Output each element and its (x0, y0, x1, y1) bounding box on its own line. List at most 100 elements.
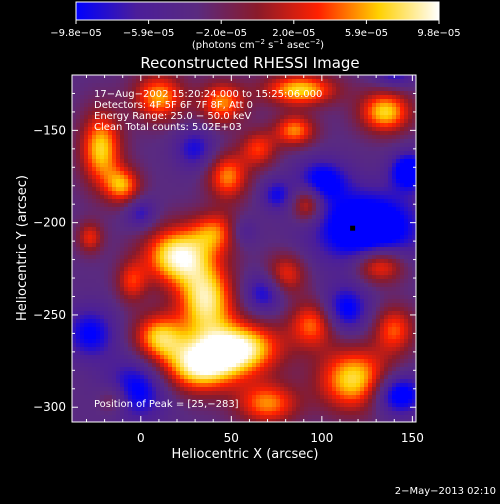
heatmap-cell (188, 227, 193, 232)
heatmap-cell (400, 119, 405, 124)
heatmap-cell (324, 183, 329, 188)
heatmap-cell (336, 279, 341, 284)
heatmap-cell (332, 235, 337, 240)
heatmap-cell (144, 271, 149, 276)
heatmap-cell (188, 215, 193, 220)
heatmap-cell (300, 215, 305, 220)
heatmap-cell (304, 235, 309, 240)
heatmap-cell (268, 271, 273, 276)
heatmap-cell (252, 251, 257, 256)
heatmap-cell (256, 75, 261, 80)
heatmap-cell (236, 263, 241, 268)
heatmap-cell (148, 159, 153, 164)
heatmap-cell (384, 287, 389, 292)
heatmap-cell (152, 299, 157, 304)
heatmap-cell (336, 239, 341, 244)
heatmap-cell (152, 143, 157, 148)
heatmap-cell (136, 195, 141, 200)
heatmap-cell (172, 159, 177, 164)
heatmap-cell (100, 171, 105, 176)
heatmap-cell (244, 207, 249, 212)
heatmap-cell (272, 239, 277, 244)
heatmap-cell (280, 79, 285, 84)
heatmap-cell (252, 139, 257, 144)
heatmap-cell (356, 187, 361, 192)
heatmap-cell (140, 275, 145, 280)
heatmap-cell (372, 103, 377, 108)
heatmap-cell (260, 83, 265, 88)
heatmap-cell (212, 295, 217, 300)
heatmap-cell (384, 127, 389, 132)
heatmap-cell (304, 139, 309, 144)
heatmap-cell (204, 243, 209, 248)
heatmap-cell (272, 235, 277, 240)
heatmap-cell (104, 219, 109, 224)
heatmap-cell (360, 207, 365, 212)
heatmap-cell (336, 287, 341, 292)
heatmap-cell (148, 227, 153, 232)
heatmap-cell (156, 195, 161, 200)
heatmap-cell (224, 251, 229, 256)
heatmap-cell (384, 223, 389, 228)
heatmap-cell (100, 235, 105, 240)
heatmap-cell (152, 287, 157, 292)
heatmap-cell (220, 263, 225, 268)
heatmap-cell (188, 155, 193, 160)
heatmap-cell (360, 227, 365, 232)
heatmap-cell (272, 263, 277, 268)
heatmap-cell (300, 127, 305, 132)
heatmap-cell (312, 151, 317, 156)
heatmap-cell (260, 287, 265, 292)
heatmap-cell (252, 175, 257, 180)
heatmap-cell (312, 115, 317, 120)
heatmap-cell (248, 287, 253, 292)
heatmap-cell (276, 195, 281, 200)
heatmap-cell (124, 179, 129, 184)
heatmap-cell (404, 91, 409, 96)
heatmap-cell (340, 171, 345, 176)
heatmap-cell (208, 163, 213, 168)
heatmap-cell (244, 195, 249, 200)
heatmap-cell (336, 119, 341, 124)
heatmap-cell (140, 251, 145, 256)
heatmap-cell (236, 159, 241, 164)
heatmap-cell (236, 83, 241, 88)
heatmap-cell (304, 111, 309, 116)
heatmap-cell (320, 107, 325, 112)
heatmap-cell (72, 115, 77, 120)
heatmap-cell (348, 95, 353, 100)
heatmap-cell (368, 191, 373, 196)
heatmap-cell (320, 151, 325, 156)
heatmap-cell (204, 259, 209, 264)
heatmap-cell (344, 219, 349, 224)
heatmap-cell (148, 163, 153, 168)
heatmap-cell (368, 175, 373, 180)
heatmap-cell (264, 219, 269, 224)
heatmap-cell (360, 115, 365, 120)
heatmap-cell (112, 279, 117, 284)
heatmap-cell (148, 283, 153, 288)
heatmap-cell (96, 263, 101, 268)
heatmap-cell (260, 231, 265, 236)
heatmap-cell (132, 259, 137, 264)
heatmap-cell (80, 115, 85, 120)
heatmap-cell (104, 283, 109, 288)
heatmap-cell (332, 227, 337, 232)
heatmap-cell (340, 147, 345, 152)
heatmap-cell (80, 299, 85, 304)
heatmap-cell (268, 159, 273, 164)
heatmap-cell (244, 131, 249, 136)
heatmap-cell (300, 171, 305, 176)
heatmap-cell (352, 263, 357, 268)
heatmap-cell (312, 179, 317, 184)
heatmap-cell (408, 223, 413, 228)
heatmap-cell (312, 175, 317, 180)
heatmap-cell (352, 83, 357, 88)
heatmap-cell (80, 167, 85, 172)
heatmap-cell (220, 207, 225, 212)
heatmap-cell (328, 119, 333, 124)
heatmap-cell (160, 175, 165, 180)
heatmap-cell (120, 295, 125, 300)
heatmap-cell (400, 75, 405, 80)
heatmap-cell (404, 291, 409, 296)
